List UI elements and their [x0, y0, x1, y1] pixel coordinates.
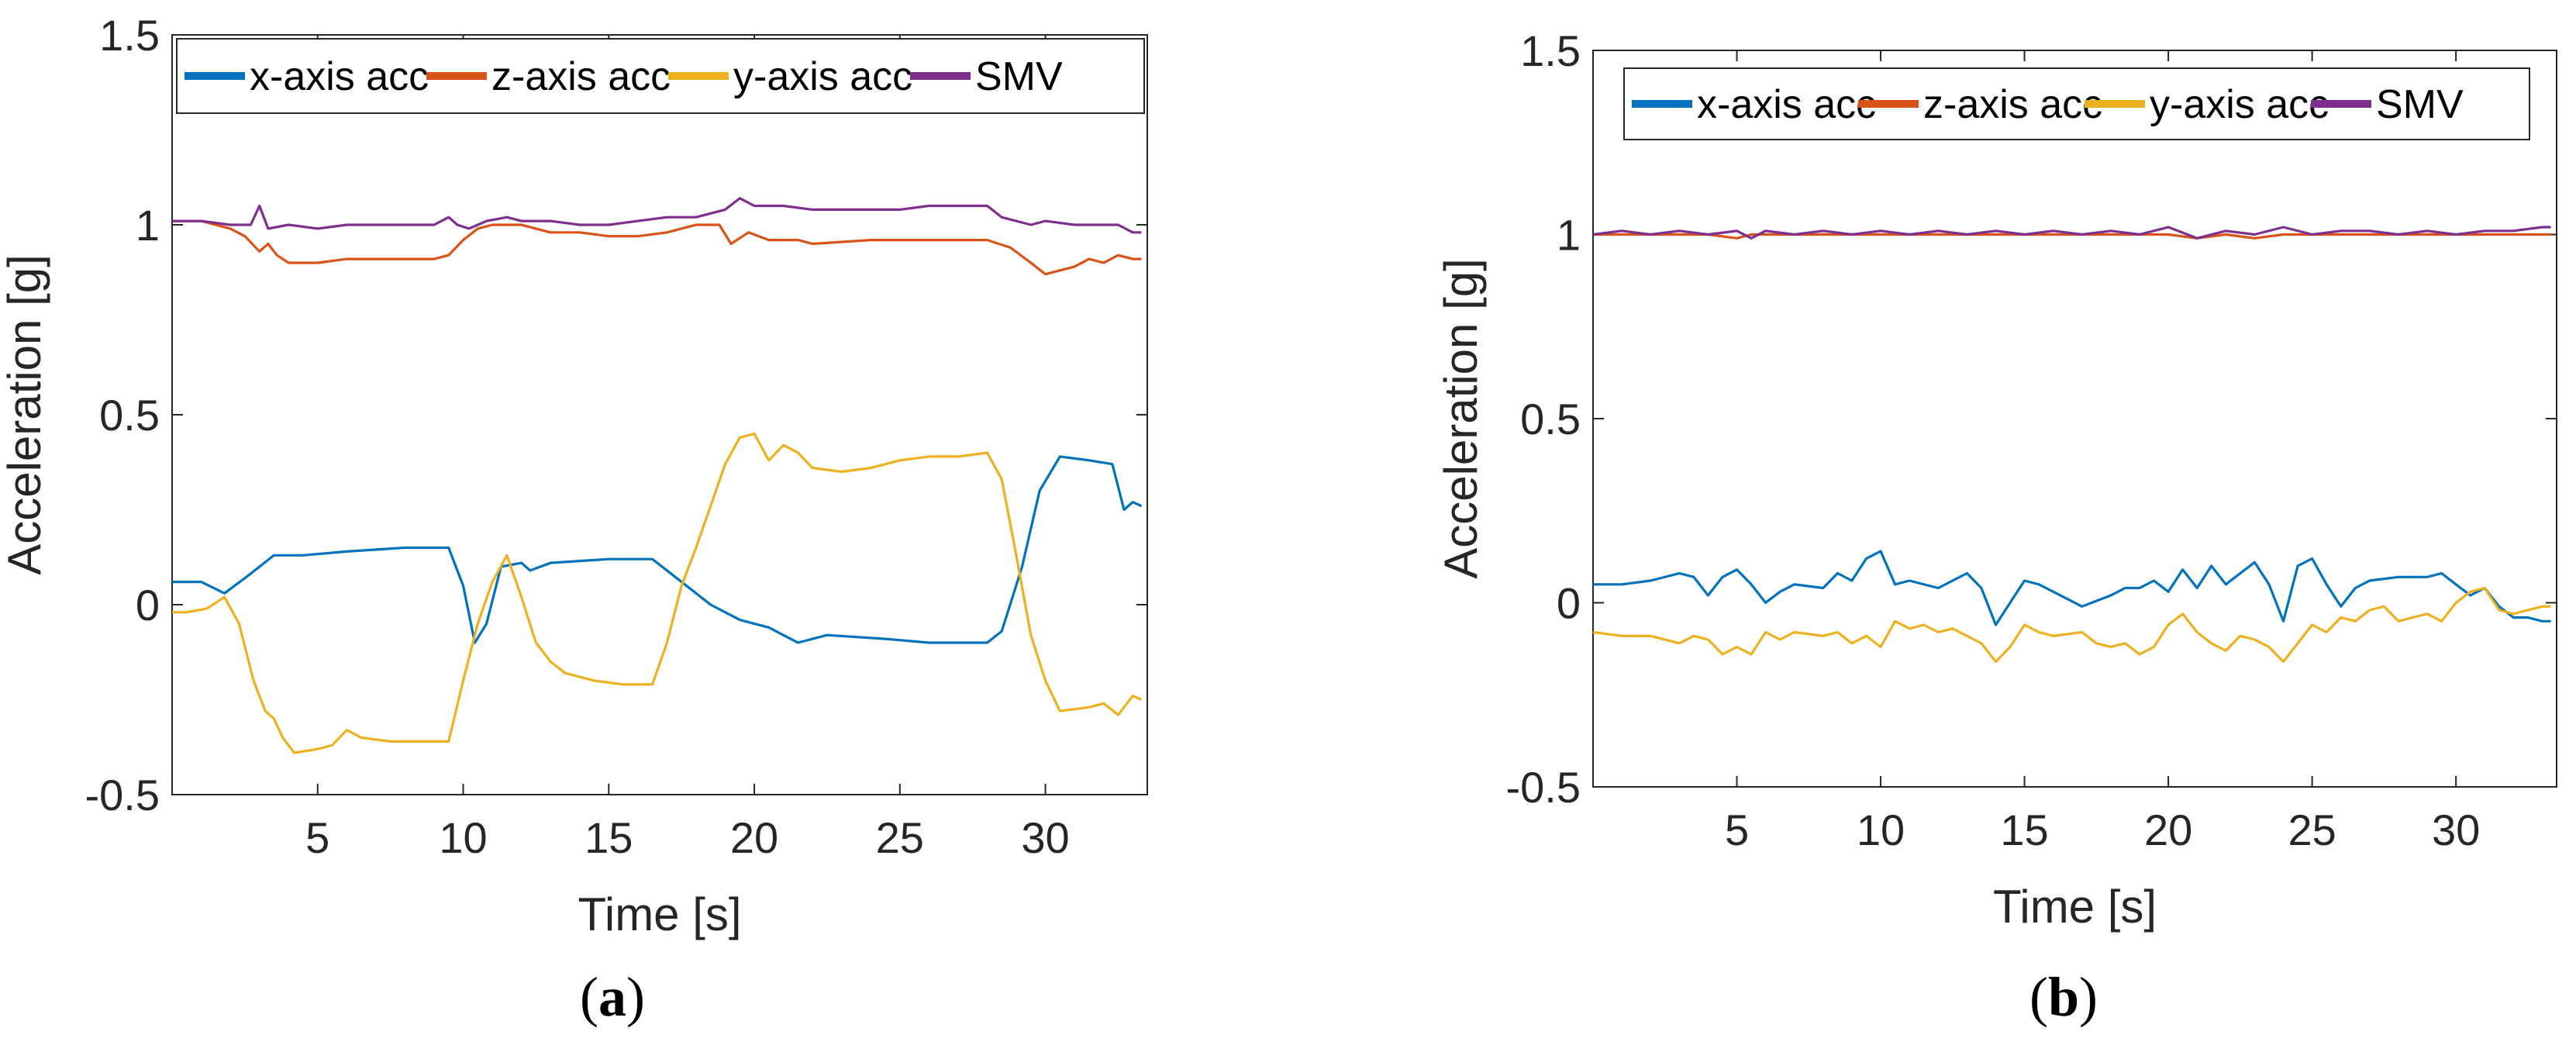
y-tick-label: 0.5 — [99, 391, 160, 440]
panel-label: (b) — [2029, 966, 2098, 1028]
legend-label: y-axis acc — [733, 54, 912, 99]
x-tick-label: 20 — [2144, 805, 2192, 854]
x-tick-label: 25 — [2288, 805, 2336, 854]
x-tick-label: 5 — [1725, 805, 1749, 854]
plot-area — [1592, 50, 2557, 788]
y-tick-label: 1.5 — [99, 11, 160, 60]
panel-a: -0.5 0 0.5 1 1.5 5 10 15 20 25 30 x-axis acc z-axis … — [0, 11, 1148, 1028]
y-tick-label: 0 — [1557, 579, 1581, 628]
series-line-z-axis-acc — [1593, 233, 2551, 240]
x-tick-label: 25 — [876, 813, 924, 862]
y-axis-label: Acceleration [g] — [0, 254, 50, 575]
x-tick-label: 15 — [2000, 805, 2048, 854]
y-tick-label: 1 — [136, 201, 160, 250]
series-line-smv — [1592, 226, 2551, 240]
panel-b: -0.5 0 0.5 1 1.5 5 10 15 20 25 30 x-axis acc z-axis … — [1435, 26, 2557, 1028]
legend-label: SMV — [2376, 82, 2464, 127]
x-tick-label: 10 — [1857, 805, 1905, 854]
series-line-z-axis-acc — [172, 219, 1142, 276]
legend-label: x-axis acc — [1697, 82, 1876, 127]
series-line-y-axis-acc — [172, 432, 1143, 754]
x-axis-label: Time [s] — [1993, 881, 2157, 933]
x-tick-label: 15 — [585, 813, 633, 862]
y-tick-label: -0.5 — [1506, 763, 1581, 812]
y-tick-label: 0 — [136, 581, 160, 629]
legend-label: x-axis acc — [250, 54, 429, 99]
x-tick-label: 30 — [1021, 813, 1069, 862]
y-tick-label: 1.5 — [1520, 26, 1581, 75]
legend-label: z-axis acc — [1923, 82, 2102, 127]
legend-box — [1623, 67, 2530, 140]
y-axis-label: Acceleration [g] — [1435, 258, 1487, 579]
legend-label: y-axis acc — [2150, 82, 2329, 127]
legend: x-axis acc z-axis acc y-axis acc SMV — [176, 38, 1145, 114]
plot-area — [171, 34, 1148, 795]
legend-label: z-axis acc — [491, 54, 671, 99]
legend-label: SMV — [975, 54, 1063, 99]
y-tick-label: -0.5 — [85, 771, 160, 819]
legend-box — [176, 38, 1145, 114]
series-line-y-axis-acc — [1592, 586, 2551, 664]
y-tick-label: 0.5 — [1520, 395, 1581, 443]
series-line-x-axis-acc — [172, 455, 1143, 644]
legend: x-axis acc z-axis acc y-axis acc SMV — [1623, 67, 2530, 140]
x-tick-label: 10 — [439, 813, 487, 862]
series-line-x-axis-acc — [1593, 550, 2551, 626]
series-line-smv — [172, 197, 1142, 234]
x-axis-label: Time [s] — [578, 888, 741, 940]
x-tick-label: 5 — [305, 813, 329, 862]
panel-label: (a) — [580, 966, 645, 1028]
y-tick-label: 1 — [1557, 211, 1581, 260]
x-tick-label: 30 — [2432, 805, 2480, 854]
x-tick-label: 20 — [730, 813, 778, 862]
